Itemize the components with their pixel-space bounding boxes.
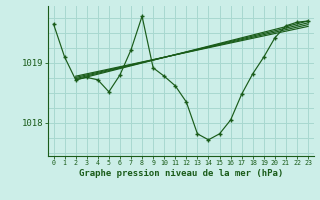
X-axis label: Graphe pression niveau de la mer (hPa): Graphe pression niveau de la mer (hPa) xyxy=(79,169,283,178)
